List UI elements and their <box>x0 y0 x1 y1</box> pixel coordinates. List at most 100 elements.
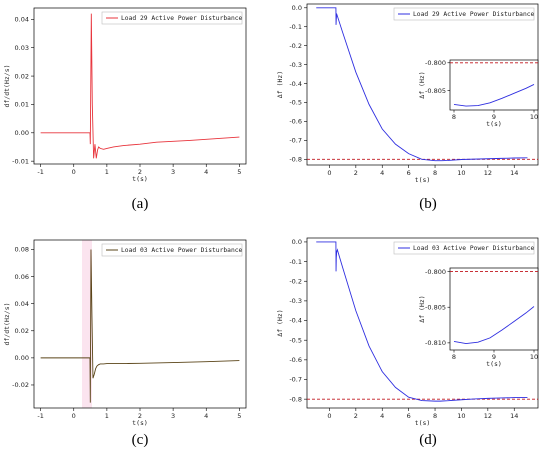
series-line <box>316 7 528 162</box>
y-tick-label: -0.5 <box>289 99 302 107</box>
x-tick-label: 2 <box>354 169 358 177</box>
x-tick-label: 3 <box>171 412 175 420</box>
inset-y-axis-label: Δf (Hz) <box>418 295 426 322</box>
y-tick-label: -0.1 <box>289 23 302 31</box>
x-tick-label: 2 <box>354 412 358 420</box>
panel-caption: (b) <box>419 196 437 212</box>
chart-b: 0 2 4 6 8 10 12 14 0.0 -0.1 -0.2 -0.3 -0.4 -0.5 -0.6 -0… <box>276 3 539 212</box>
x-tick-label: 0 <box>72 168 76 176</box>
inset-series-line <box>453 84 535 107</box>
x-tick-label: 8 <box>433 412 437 420</box>
y-tick-label: 0.06 <box>15 273 29 281</box>
inset-x-tick-label: 8 <box>452 353 456 361</box>
panel-caption: (c) <box>132 432 149 448</box>
y-tick-label: -0.3 <box>289 61 302 69</box>
y-tick-label: -0.6 <box>289 356 302 364</box>
y-tick-label: 0.02 <box>15 327 29 335</box>
x-tick-label: -1 <box>37 412 43 420</box>
inset-frame <box>449 267 539 351</box>
inset-x-tick-label: 10 <box>530 113 538 121</box>
legend: Load 29 Active Power Disturbance <box>393 7 535 21</box>
y-tick-label: -0.1 <box>289 258 302 266</box>
inset-frame <box>449 59 539 111</box>
x-tick-label: 4 <box>204 168 208 176</box>
y-tick-label: 0.02 <box>15 72 29 80</box>
legend: Load 29 Active Power Disturbance <box>101 11 243 25</box>
x-tick-label: 0 <box>327 169 331 177</box>
y-tick-label: 0.03 <box>15 44 29 52</box>
x-tick-label: 1 <box>105 168 109 176</box>
plot-frame <box>33 7 247 165</box>
y-tick-label: -0.7 <box>289 137 302 145</box>
x-tick-label: 3 <box>171 168 175 176</box>
chart-d: 0 2 4 6 8 10 12 14 0.0 -0.1 -0.2 -0.3 -0.4 -0.5 -0.6 -0… <box>276 237 539 448</box>
legend-label: Load 03 Active Power Disturbance <box>121 247 243 254</box>
legend-box <box>393 7 535 21</box>
panel-caption: (d) <box>419 432 437 448</box>
x-tick-label: 5 <box>237 168 241 176</box>
inset-y-tick-label: -0.805 <box>425 303 446 311</box>
y-tick-label: 0.08 <box>15 246 29 254</box>
x-tick-label: 4 <box>204 412 208 420</box>
series-line <box>40 249 240 403</box>
x-tick-label: 4 <box>380 412 384 420</box>
x-tick-label: 4 <box>380 169 384 177</box>
x-axis-label: t(s) <box>415 419 431 427</box>
y-axis-label: df/dt(Hz/s) <box>3 64 11 107</box>
y-tick-label: -0.02 <box>12 381 29 389</box>
inset-x-tick-label: 9 <box>492 113 496 121</box>
legend-label: Load 03 Active Power Disturbance <box>413 245 535 252</box>
inset-x-axis-label: t(s) <box>486 120 502 128</box>
x-tick-label: 0 <box>72 412 76 420</box>
inset-x-axis-label: t(s) <box>486 360 502 368</box>
y-tick-label: -0.4 <box>289 317 302 325</box>
x-tick-label: 2 <box>138 168 142 176</box>
inset-chart: 8 9 10 -0.800 -0.805 -0.810 t(s) Δf (Hz) <box>418 267 539 368</box>
y-tick-label: -0.2 <box>289 42 302 50</box>
y-tick-label: 0.0 <box>292 238 302 246</box>
x-tick-label: 1 <box>105 412 109 420</box>
x-tick-label: 2 <box>138 412 142 420</box>
inset-x-tick-label: 9 <box>492 353 496 361</box>
y-tick-label: 0.00 <box>15 354 29 362</box>
y-tick-label: 0.00 <box>15 129 29 137</box>
legend-label: Load 29 Active Power Disturbance <box>121 15 243 22</box>
x-tick-label: 0 <box>327 412 331 420</box>
y-tick-label: 0.04 <box>15 300 29 308</box>
x-tick-label: 10 <box>457 169 465 177</box>
highlight-band <box>82 240 92 408</box>
inset-y-tick-label: -0.800 <box>425 268 446 276</box>
inset-chart: 8 9 10 -0.800 -0.805 t(s) Δf (Hz) <box>418 59 539 128</box>
inset-x-tick-label: 8 <box>452 113 456 121</box>
y-tick-label: -0.3 <box>289 297 302 305</box>
x-tick-label: 10 <box>457 412 465 420</box>
y-tick-label: -0.8 <box>289 156 302 164</box>
x-tick-label: 8 <box>433 169 437 177</box>
x-axis-label: t(s) <box>132 419 148 427</box>
legend-box <box>101 243 243 257</box>
panel-caption: (a) <box>132 196 149 212</box>
legend-box <box>393 241 535 255</box>
y-axis-label: df/dt(Hz/s) <box>3 302 11 345</box>
y-tick-label: 0.04 <box>15 16 29 24</box>
y-axis-label: Δf (Hz) <box>276 71 284 98</box>
y-tick-label: -0.8 <box>289 395 302 403</box>
inset-y-tick-label: -0.805 <box>425 87 446 95</box>
y-tick-label: -0.5 <box>289 336 302 344</box>
x-tick-label: 14 <box>510 169 518 177</box>
x-axis-label: t(s) <box>132 175 148 183</box>
inset-y-tick-label: -0.810 <box>425 339 446 347</box>
y-tick-label: -0.01 <box>12 157 29 165</box>
inset-x-tick-label: 10 <box>530 353 538 361</box>
inset-y-axis-label: Δf (Hz) <box>418 71 426 98</box>
x-tick-label: 14 <box>510 412 518 420</box>
x-tick-label: 5 <box>237 412 241 420</box>
y-tick-label: -0.6 <box>289 118 302 126</box>
y-tick-label: 0.0 <box>292 4 302 12</box>
series-line <box>316 241 528 402</box>
y-tick-label: -0.4 <box>289 80 302 88</box>
inset-series-line <box>453 306 535 345</box>
series-line <box>40 13 240 159</box>
x-tick-label: 6 <box>407 169 411 177</box>
